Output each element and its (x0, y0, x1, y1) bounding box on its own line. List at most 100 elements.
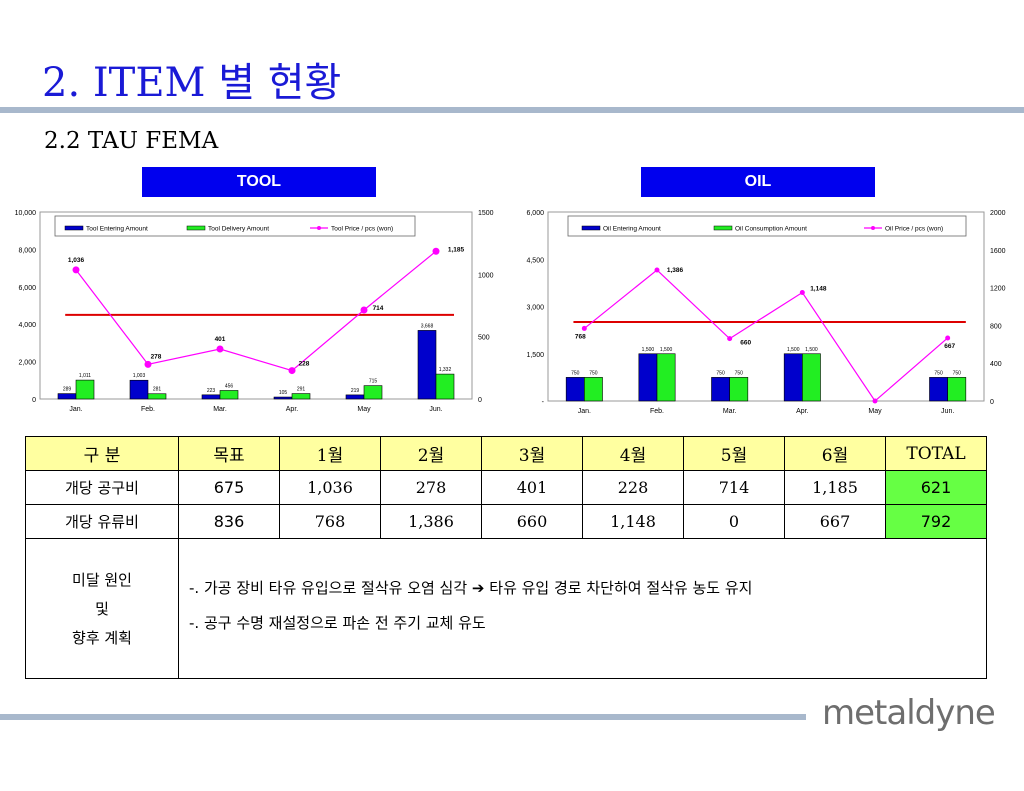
legend-label: Tool Delivery Amount (208, 226, 269, 233)
month-cell: 228 (582, 470, 684, 505)
price-data-label: 1,185 (448, 246, 465, 253)
header-month-1: 1월 (279, 436, 381, 471)
page-title: 2. ITEM 별 현황 (42, 60, 342, 106)
header-month-5: 5월 (683, 436, 785, 471)
y-tick-label: 3,000 (526, 305, 544, 312)
reason-label-line: 향후 계획 (72, 629, 132, 647)
y-tick-label: 2,000 (18, 360, 36, 367)
y-tick-label: 10,000 (15, 210, 37, 217)
x-tick-label: Apr. (286, 406, 299, 413)
y2-tick-label: 500 (478, 335, 490, 342)
bar (435, 373, 455, 400)
price-point (360, 306, 368, 314)
month-cell: 1,036 (279, 470, 381, 505)
price-point (727, 336, 733, 342)
bar-data-label: 750 (934, 370, 943, 376)
header-month-4: 4월 (582, 436, 684, 471)
bar-data-label: 750 (953, 370, 962, 376)
price-data-label: 401 (215, 336, 226, 343)
bar (729, 377, 749, 402)
y2-tick-label: 1500 (478, 210, 494, 217)
month-cell: 401 (481, 470, 583, 505)
y-tick-label: 1,500 (526, 352, 544, 359)
bar (947, 377, 967, 402)
price-data-label: 714 (373, 305, 384, 312)
legend-box (54, 215, 416, 237)
price-data-label: 1,148 (810, 286, 827, 293)
goal-cell: 836 (178, 504, 280, 539)
bar (201, 394, 221, 400)
legend-swatch (64, 225, 84, 231)
month-cell: 667 (784, 504, 886, 539)
bar-data-label: 281 (153, 387, 162, 393)
x-tick-label: Mar. (723, 408, 737, 415)
bar-data-label: 289 (63, 387, 72, 393)
bar-data-label: 750 (716, 370, 725, 376)
bar (802, 353, 821, 402)
month-cell: 0 (683, 504, 785, 539)
table-header-row: 구 분 목표 1월 2월 3월 4월 5월 6월 TOTAL (25, 436, 987, 471)
y-tick-label: 0 (32, 397, 36, 404)
bar-data-label: 1,332 (439, 367, 452, 373)
y2-tick-label: 1000 (478, 272, 494, 279)
price-data-label: 667 (944, 343, 955, 350)
y2-tick-label: 1600 (990, 248, 1006, 255)
x-tick-label: May (357, 406, 371, 413)
header-total: TOTAL (885, 436, 987, 471)
month-cell: 278 (380, 470, 482, 505)
bar-data-label: 1,003 (133, 373, 146, 379)
y2-tick-label: 0 (478, 397, 482, 404)
legend-line-marker (871, 226, 875, 230)
x-tick-label: Jan. (578, 408, 591, 415)
y-tick-label: 6,000 (18, 285, 36, 292)
y-tick-label: 8,000 (18, 247, 36, 254)
x-tick-label: Jun. (429, 406, 442, 413)
bar (638, 353, 658, 402)
tool-chart: 0 2,000 4,000 6,000 8,000 10,000 0 500 1000 1500 2… (15, 210, 494, 413)
bar (219, 390, 239, 400)
month-cell: 660 (481, 504, 583, 539)
legend-swatch (713, 225, 733, 231)
bar (711, 377, 730, 402)
price-point (945, 335, 951, 341)
row-label: 개당 공구비 (25, 470, 179, 505)
legend-label: Oil Consumption Amount (735, 226, 807, 233)
legend-swatch (581, 225, 601, 231)
plot-area (547, 211, 985, 402)
bar-data-label: 3,668 (421, 323, 434, 329)
bar (291, 393, 311, 400)
price-line (75, 250, 437, 372)
x-tick-label: Apr. (796, 408, 809, 415)
y2-tick-label: 800 (990, 323, 1002, 330)
y2-tick-label: 400 (990, 361, 1002, 368)
month-cell: 714 (683, 470, 785, 505)
tool-chart-label: TOOL (142, 167, 376, 197)
bar (565, 377, 585, 402)
bar (783, 353, 803, 402)
bar (273, 396, 293, 400)
price-data-label: 660 (740, 340, 751, 347)
legend-label: Tool Entering Amount (86, 226, 148, 233)
section-subtitle: 2.2 TAU FEMA (44, 128, 219, 154)
bar-data-label: 750 (589, 370, 598, 376)
price-point (72, 266, 80, 274)
reason-label-line: 및 (95, 600, 109, 618)
y-tick-label: 4,500 (526, 257, 544, 264)
bar-data-label: 1,500 (805, 347, 818, 353)
x-tick-label: Jan. (69, 406, 82, 413)
price-point (216, 345, 224, 353)
x-tick-label: May (868, 408, 882, 415)
legend-label: Oil Price / pcs (won) (885, 226, 943, 233)
bar (363, 385, 383, 400)
header-category: 구 분 (25, 436, 179, 471)
company-logo: metaldyne (822, 693, 996, 733)
legend-label: Oil Entering Amount (603, 226, 661, 233)
y2-tick-label: 0 (990, 399, 994, 406)
goal-cell: 675 (178, 470, 280, 505)
bar-data-label: 1,011 (79, 373, 91, 379)
price-line (583, 269, 949, 402)
bar-data-label: 456 (225, 383, 234, 389)
bar (929, 377, 948, 402)
bar (75, 379, 95, 400)
x-tick-label: Feb. (650, 408, 664, 415)
